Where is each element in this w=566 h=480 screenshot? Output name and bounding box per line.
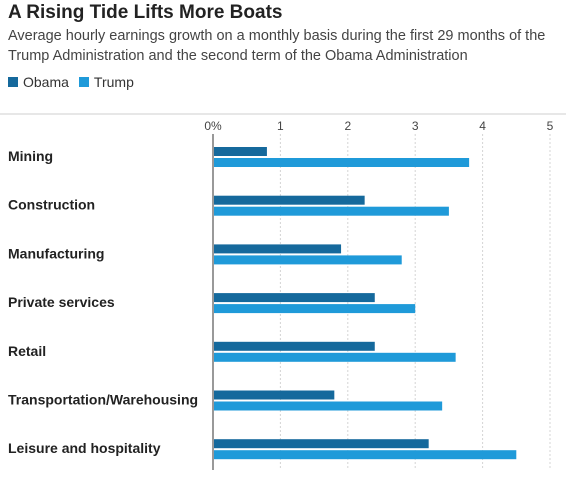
category-label: Construction [8, 197, 95, 213]
category-label: Private services [8, 294, 115, 310]
x-tick-label: 1 [277, 119, 284, 133]
bar-trump [214, 206, 449, 216]
legend-label-obama: Obama [23, 74, 69, 90]
legend-swatch-trump [78, 77, 89, 87]
bar-trump [214, 450, 517, 460]
legend-label-trump: Trump [93, 74, 134, 90]
bar-trump [214, 304, 416, 314]
x-tick-label: 4 [479, 119, 486, 133]
category-label: Mining [8, 148, 53, 164]
legend-item-obama: Obama [8, 74, 69, 90]
bar-trump [214, 352, 456, 362]
chart-title: A Rising Tide Lifts More Boats [8, 2, 283, 23]
bar-obama [214, 293, 375, 303]
bar-trump [214, 401, 443, 411]
legend: Obama Trump [8, 74, 144, 90]
x-tick-label: 3 [412, 119, 419, 133]
x-tick-label: 5 [547, 119, 554, 133]
bar-trump [214, 158, 470, 167]
x-tick-label: 0% [204, 119, 222, 133]
bar-trump [214, 255, 402, 265]
category-label: Retail [8, 343, 46, 359]
legend-item-trump: Trump [78, 74, 134, 90]
chart-subtitle: Average hourly earnings growth on a mont… [8, 28, 546, 64]
category-label: Leisure and hospitality [8, 440, 161, 456]
x-tick-label: 2 [344, 119, 351, 133]
bar-obama [214, 244, 342, 254]
bar-obama [214, 439, 429, 449]
bar-obama [214, 147, 267, 156]
category-label: Manufacturing [8, 245, 104, 261]
legend-swatch-obama [8, 77, 18, 87]
bar-obama [214, 390, 335, 400]
bar-obama [214, 341, 375, 351]
bar-obama [214, 195, 365, 205]
category-label: Transportation/Warehousing [8, 392, 198, 408]
